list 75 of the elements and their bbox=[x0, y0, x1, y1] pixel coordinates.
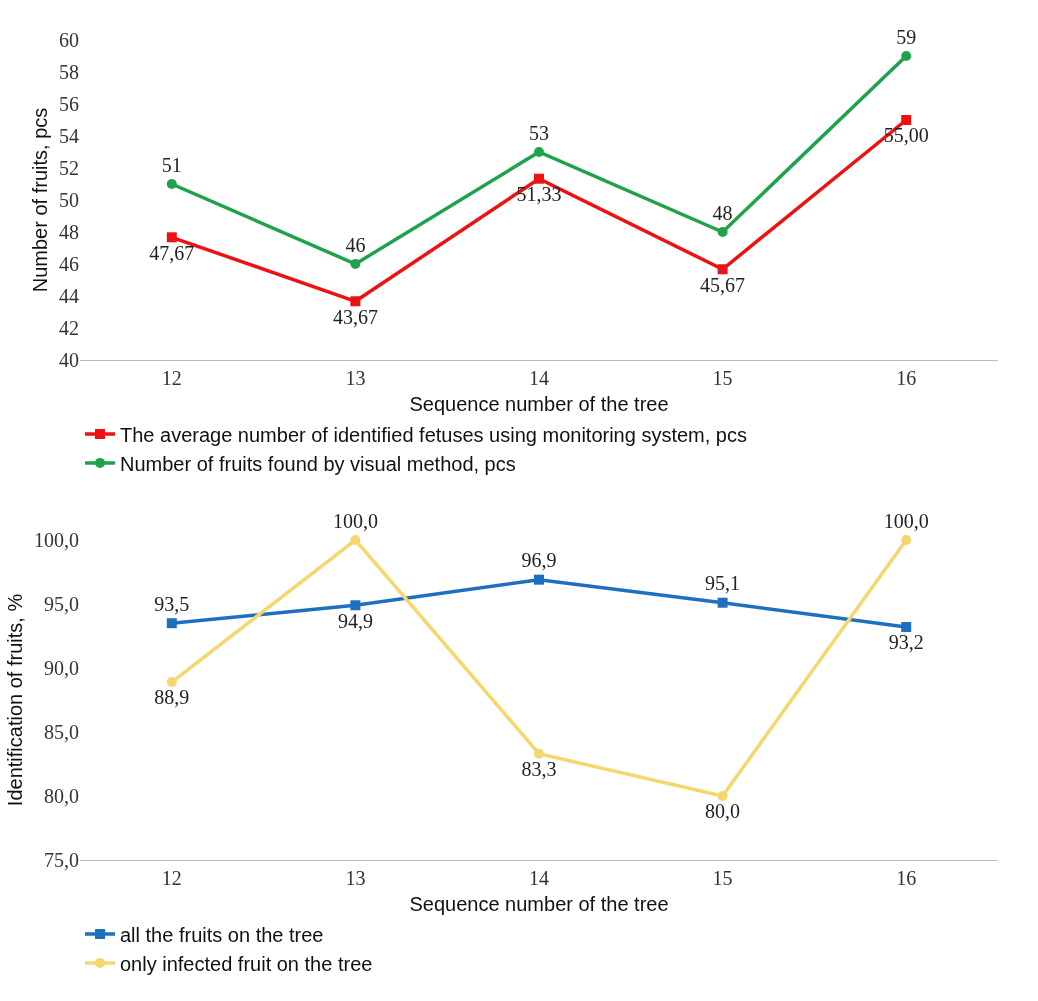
data-label: 80,0 bbox=[705, 800, 741, 823]
x-tick-label: 14 bbox=[529, 867, 549, 889]
y-axis-title: Number of fruits, pcs bbox=[28, 107, 51, 293]
point bbox=[350, 535, 361, 545]
data-label: 96,9 bbox=[521, 549, 557, 572]
data-label: 43,67 bbox=[332, 305, 378, 328]
point bbox=[717, 264, 728, 275]
point bbox=[901, 115, 912, 125]
x-tick-label: 13 bbox=[345, 367, 366, 389]
data-label: 95,1 bbox=[705, 572, 741, 595]
legend-label: all the fruits on the tree bbox=[120, 923, 324, 946]
x-tick-label: 16 bbox=[896, 867, 917, 889]
y-tick-label: 48 bbox=[59, 221, 79, 243]
x-axis-title: Sequence number of the tree bbox=[409, 892, 669, 915]
data-label: 45,67 bbox=[700, 273, 746, 296]
y-tick-label: 52 bbox=[59, 157, 79, 179]
data-label: 47,67 bbox=[149, 241, 195, 264]
y-tick-label: 42 bbox=[59, 317, 79, 339]
y-tick-label: 85,0 bbox=[44, 721, 79, 743]
point bbox=[534, 748, 544, 759]
data-label: 93,5 bbox=[154, 592, 190, 615]
y-tick-label: 75,0 bbox=[44, 849, 79, 871]
data-label: 94,9 bbox=[337, 609, 373, 632]
y-tick-label: 46 bbox=[59, 253, 79, 275]
data-label: 88,9 bbox=[154, 686, 190, 709]
data-label: 100,0 bbox=[332, 509, 378, 532]
y-tick-label: 80,0 bbox=[44, 785, 79, 807]
data-label: 48 bbox=[712, 201, 733, 224]
data-label: 51,33 bbox=[516, 182, 562, 205]
legend-label: only infected fruit on the tree bbox=[120, 952, 373, 975]
x-tick-label: 12 bbox=[161, 367, 182, 389]
y-axis-title: Identification of fruits, % bbox=[3, 593, 26, 807]
data-label: 100,0 bbox=[883, 509, 929, 532]
y-tick-label: 40 bbox=[59, 349, 79, 371]
point bbox=[901, 622, 912, 633]
legend-label: The average number of identified fetuses using monitoring system, pcs bbox=[120, 423, 747, 446]
point bbox=[901, 51, 912, 61]
x-tick-label: 15 bbox=[712, 867, 733, 889]
y-tick-label: 54 bbox=[59, 125, 79, 147]
y-tick-label: 60 bbox=[59, 29, 79, 51]
x-axis-title: Sequence number of the tree bbox=[409, 392, 669, 415]
x-tick-label: 16 bbox=[896, 367, 917, 389]
data-label: 59 bbox=[896, 25, 917, 48]
x-tick-label: 15 bbox=[712, 367, 733, 389]
y-tick-label: 90,0 bbox=[44, 657, 79, 679]
y-tick-label: 100,0 bbox=[34, 529, 79, 551]
y-tick-label: 95,0 bbox=[44, 593, 79, 615]
y-tick-label: 58 bbox=[59, 61, 79, 83]
data-label: 46 bbox=[345, 233, 366, 256]
point bbox=[166, 618, 177, 629]
x-tick-label: 14 bbox=[529, 367, 549, 389]
point bbox=[166, 232, 177, 243]
point bbox=[534, 574, 544, 585]
point bbox=[534, 173, 544, 184]
x-tick-label: 12 bbox=[161, 867, 182, 889]
data-label: 55,00 bbox=[883, 124, 929, 147]
point bbox=[350, 600, 361, 611]
point bbox=[534, 147, 544, 157]
data-label: 53 bbox=[529, 121, 549, 144]
point bbox=[901, 535, 912, 545]
point bbox=[166, 677, 177, 688]
legend-label: Number of fruits found by visual method, pcs bbox=[120, 452, 516, 475]
point bbox=[350, 296, 361, 307]
data-label: 93,2 bbox=[888, 631, 924, 654]
y-tick-label: 44 bbox=[59, 285, 79, 307]
y-tick-label: 50 bbox=[59, 189, 79, 211]
point bbox=[717, 791, 728, 801]
point bbox=[350, 259, 361, 269]
point bbox=[166, 179, 177, 189]
x-tick-label: 13 bbox=[345, 867, 366, 889]
data-label: 51 bbox=[161, 153, 182, 176]
point bbox=[717, 597, 728, 608]
data-label: 83,3 bbox=[521, 758, 557, 781]
point bbox=[717, 227, 728, 237]
y-tick-label: 56 bbox=[59, 93, 79, 115]
